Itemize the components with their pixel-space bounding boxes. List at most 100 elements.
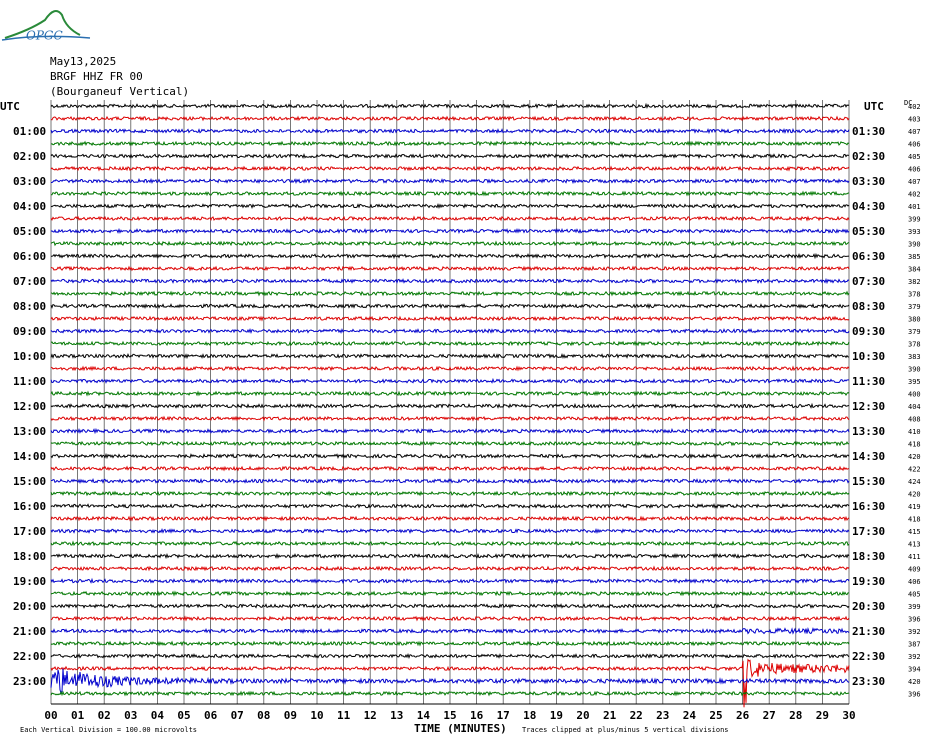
left-label: 04:00 xyxy=(13,200,46,213)
dc-value: 407 xyxy=(908,178,921,186)
dc-value: 392 xyxy=(908,628,921,636)
trace xyxy=(50,127,850,135)
clip-note: Traces clipped at plus/minus 5 vertical … xyxy=(522,726,729,734)
trace xyxy=(50,668,850,695)
x-tick-label: 21 xyxy=(603,709,617,722)
right-label: 22:30 xyxy=(852,650,885,663)
x-tick-label: 29 xyxy=(816,709,829,722)
right-label: 11:30 xyxy=(852,375,885,388)
trace xyxy=(50,415,850,422)
trace xyxy=(50,465,849,472)
x-tick-label: 18 xyxy=(523,709,536,722)
x-axis-title: TIME (MINUTES) xyxy=(414,722,507,735)
dc-value: 394 xyxy=(908,666,921,674)
trace xyxy=(50,290,850,297)
x-tick-label: 12 xyxy=(364,709,377,722)
trace xyxy=(50,490,850,497)
date: May13,2025 xyxy=(50,55,116,68)
right-label: 19:30 xyxy=(852,575,885,588)
dc-value: 382 xyxy=(908,278,921,286)
dc-value: 418 xyxy=(908,441,921,449)
dc-value: 404 xyxy=(908,403,921,411)
x-tick-label: 19 xyxy=(550,709,563,722)
dc-value: 400 xyxy=(908,391,921,399)
dc-value: 384 xyxy=(908,266,921,274)
trace xyxy=(50,140,850,147)
trace xyxy=(50,552,850,560)
left-label: 09:00 xyxy=(13,325,46,338)
x-tick-label: 01 xyxy=(71,709,85,722)
plot-area: 00 01 02 03 04 05 06 07 08 09 10 11 12 13 14 15 16 17 18 19… xyxy=(13,100,921,722)
left-label: 22:00 xyxy=(13,650,46,663)
left-label: 19:00 xyxy=(13,575,46,588)
dc-value: 408 xyxy=(908,416,921,424)
right-label: 06:30 xyxy=(852,250,885,263)
left-label: 18:00 xyxy=(13,550,46,563)
x-tick-label: 04 xyxy=(151,709,165,722)
dc-value: 420 xyxy=(908,453,921,461)
right-label: 04:30 xyxy=(852,200,885,213)
x-tick-label: 13 xyxy=(390,709,403,722)
right-label: 15:30 xyxy=(852,475,885,488)
scale-note: Each Vertical Division = 100.00 microvol… xyxy=(20,726,197,734)
x-tick-label: 22 xyxy=(630,709,643,722)
dc-value: 380 xyxy=(908,316,921,324)
x-tick-label: 28 xyxy=(789,709,802,722)
trace xyxy=(51,177,850,185)
x-tick-label: 15 xyxy=(443,709,456,722)
dc-value: 407 xyxy=(908,128,921,136)
trace xyxy=(50,658,850,708)
x-tick-label: 16 xyxy=(470,709,484,722)
x-tick-label: 07 xyxy=(231,709,244,722)
trace xyxy=(50,653,850,660)
dc-value: 383 xyxy=(908,353,921,361)
dc-value: 395 xyxy=(908,378,921,386)
trace xyxy=(50,215,850,222)
trace xyxy=(50,165,850,172)
right-label: 02:30 xyxy=(852,150,885,163)
trace xyxy=(50,252,850,260)
trace xyxy=(50,540,850,547)
x-tick-label: 30 xyxy=(842,709,855,722)
right-label: 20:30 xyxy=(852,600,885,613)
trace xyxy=(50,452,850,460)
dc-value: 378 xyxy=(908,291,921,299)
x-tick-label: 11 xyxy=(337,709,351,722)
dc-value: 385 xyxy=(908,253,921,261)
left-label: 20:00 xyxy=(13,600,46,613)
dc-value: 424 xyxy=(908,478,921,486)
right-label: 01:30 xyxy=(852,125,885,138)
dc-value: 405 xyxy=(908,153,921,161)
trace xyxy=(50,302,850,310)
trace xyxy=(50,440,849,447)
dc-value: 409 xyxy=(908,566,921,574)
left-label: 11:00 xyxy=(13,375,46,388)
right-label: 16:30 xyxy=(852,500,885,513)
trace xyxy=(50,402,850,409)
left-label: 13:00 xyxy=(13,425,46,438)
x-tick-label: 14 xyxy=(417,709,431,722)
left-label: 06:00 xyxy=(13,250,46,263)
station: BRGF HHZ FR 00 xyxy=(50,70,143,83)
right-title: UTC xyxy=(864,100,884,113)
trace xyxy=(50,640,850,647)
dc-value: 392 xyxy=(908,653,921,661)
trace xyxy=(50,153,850,160)
dc-value: 399 xyxy=(908,603,921,611)
dc-value: 418 xyxy=(908,516,921,524)
trace xyxy=(50,390,850,397)
trace xyxy=(50,102,850,110)
trace xyxy=(51,190,850,197)
left-label: 15:00 xyxy=(13,475,46,488)
left-label: 23:00 xyxy=(13,675,46,688)
dc-value: 402 xyxy=(908,103,921,111)
dc-value: 387 xyxy=(908,641,921,649)
trace xyxy=(50,227,850,234)
dc-value: 413 xyxy=(908,541,921,549)
dc-value: 406 xyxy=(908,166,921,174)
trace xyxy=(50,603,850,609)
dc-value: 403 xyxy=(908,116,921,124)
trace xyxy=(50,115,850,122)
trace xyxy=(50,690,850,697)
x-tick-label: 09 xyxy=(284,709,297,722)
